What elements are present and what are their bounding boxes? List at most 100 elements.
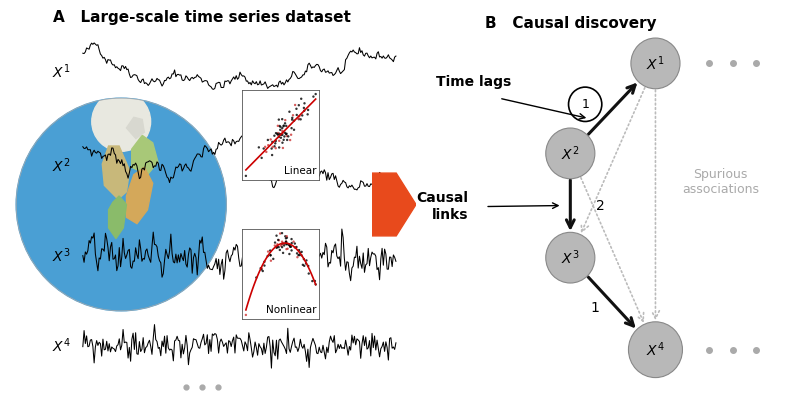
- Point: [286, 115, 298, 121]
- Point: [279, 233, 292, 240]
- Point: [274, 135, 287, 141]
- Point: [256, 268, 269, 274]
- Point: [283, 251, 296, 257]
- Point: [278, 130, 291, 136]
- Point: [294, 249, 306, 256]
- Point: [287, 238, 300, 245]
- Polygon shape: [126, 167, 153, 224]
- Point: [258, 145, 270, 152]
- Point: [276, 230, 289, 236]
- Point: [292, 116, 305, 122]
- Polygon shape: [372, 173, 416, 236]
- Point: [272, 237, 285, 243]
- Point: [253, 144, 266, 151]
- Point: [295, 249, 308, 255]
- Point: [285, 247, 298, 254]
- Text: 1: 1: [582, 98, 589, 111]
- Point: [278, 122, 290, 129]
- Point: [293, 247, 306, 254]
- Point: [271, 131, 284, 137]
- Point: [277, 249, 290, 256]
- Point: [281, 245, 294, 252]
- Point: [271, 241, 284, 247]
- Point: [274, 243, 287, 249]
- Point: [276, 130, 289, 136]
- Text: Time lags: Time lags: [436, 75, 511, 89]
- Polygon shape: [132, 135, 158, 175]
- Point: [264, 136, 277, 143]
- Point: [286, 112, 299, 119]
- Point: [283, 241, 296, 248]
- Point: [291, 254, 304, 261]
- Point: [290, 112, 303, 118]
- Point: [270, 145, 282, 151]
- Point: [267, 256, 280, 262]
- Point: [271, 244, 284, 250]
- Point: [266, 144, 279, 150]
- Point: [290, 106, 303, 112]
- Point: [279, 235, 292, 242]
- Point: [295, 95, 308, 102]
- Point: [279, 239, 292, 245]
- Text: $X^2$: $X^2$: [53, 156, 70, 175]
- Point: [268, 143, 281, 150]
- Polygon shape: [102, 146, 130, 199]
- Point: [298, 100, 311, 107]
- Point: [286, 240, 298, 246]
- Point: [284, 137, 297, 143]
- Point: [278, 133, 290, 140]
- Point: [288, 126, 301, 133]
- Point: [269, 242, 282, 249]
- Point: [285, 244, 298, 250]
- Point: [264, 252, 277, 258]
- Point: [255, 266, 268, 273]
- Circle shape: [16, 98, 226, 311]
- Text: Nonlinear: Nonlinear: [266, 306, 317, 315]
- Text: A   Large-scale time series dataset: A Large-scale time series dataset: [53, 10, 351, 25]
- Point: [276, 116, 289, 122]
- Point: [264, 252, 277, 258]
- Point: [258, 144, 271, 150]
- Point: [262, 137, 274, 143]
- Point: [280, 233, 293, 240]
- Point: [276, 238, 289, 245]
- Point: [280, 123, 293, 129]
- Point: [284, 243, 297, 249]
- Point: [292, 116, 305, 122]
- Point: [289, 102, 302, 108]
- Point: [262, 248, 274, 255]
- Point: [272, 244, 285, 250]
- Text: $X^3$: $X^3$: [561, 248, 579, 267]
- Text: Causal
links: Causal links: [416, 191, 468, 222]
- Point: [279, 117, 292, 124]
- Point: [310, 281, 322, 288]
- Point: [264, 247, 277, 254]
- Point: [295, 252, 308, 258]
- Point: [280, 246, 293, 252]
- Point: [302, 263, 314, 269]
- Circle shape: [546, 232, 595, 283]
- Text: $X^1$: $X^1$: [53, 62, 70, 81]
- Circle shape: [546, 128, 595, 179]
- Point: [292, 252, 305, 258]
- Point: [269, 140, 282, 146]
- Point: [266, 152, 278, 158]
- Point: [298, 263, 310, 269]
- Point: [273, 144, 286, 151]
- Point: [274, 131, 287, 138]
- Point: [298, 256, 310, 263]
- Text: $X^2$: $X^2$: [561, 144, 579, 163]
- Point: [278, 242, 290, 249]
- Polygon shape: [126, 117, 144, 139]
- Point: [258, 258, 271, 265]
- Point: [271, 131, 284, 138]
- Point: [302, 270, 315, 277]
- Point: [276, 125, 289, 131]
- Point: [277, 241, 290, 247]
- Point: [278, 120, 291, 127]
- Point: [285, 131, 298, 138]
- Polygon shape: [109, 196, 126, 238]
- Point: [266, 145, 278, 152]
- Point: [277, 145, 290, 151]
- Text: Linear: Linear: [284, 166, 317, 176]
